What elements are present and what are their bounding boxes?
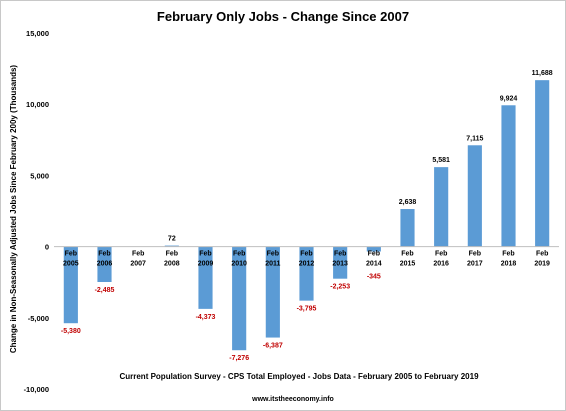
category-label: 2008 <box>164 261 180 268</box>
data-label: -5,380 <box>61 328 81 335</box>
bar <box>467 145 482 247</box>
data-label: 72 <box>168 236 176 243</box>
y-tick-label: 10,000 <box>26 100 49 109</box>
bar <box>299 246 314 301</box>
category-label: Feb <box>469 251 481 258</box>
bar <box>63 246 78 324</box>
bar <box>535 80 550 247</box>
bar <box>366 246 381 252</box>
data-label: -7,276 <box>229 355 249 362</box>
bar <box>164 245 179 247</box>
category-label: Feb <box>132 251 144 258</box>
bar <box>333 246 348 279</box>
category-label: Feb <box>98 251 110 258</box>
category-label: Feb <box>267 251 279 258</box>
y-tick-label: -10,000 <box>24 385 49 394</box>
category-label: Feb <box>166 251 178 258</box>
category-label: Feb <box>199 251 211 258</box>
y-tick-label: 5,000 <box>30 171 49 180</box>
data-label: -345 <box>367 274 381 281</box>
category-label: Feb <box>300 251 312 258</box>
data-label: 5,581 <box>432 157 450 164</box>
chart-title: February Only Jobs - Change Since 2007 <box>157 9 409 24</box>
bar <box>501 105 516 247</box>
category-label: Feb <box>368 251 380 258</box>
data-label: -3,795 <box>297 306 317 313</box>
category-label: 2019 <box>534 261 550 268</box>
bar <box>232 246 247 351</box>
data-label: 7,115 <box>466 135 483 142</box>
data-label: -2,253 <box>330 284 350 291</box>
y-axis-label: Change in Non-Seasonally Adjusted Jobs S… <box>9 65 18 354</box>
y-tick-label: 15,000 <box>26 29 49 38</box>
category-label: 2006 <box>97 261 113 268</box>
category-label: 2009 <box>198 261 214 268</box>
category-label: 2012 <box>299 261 315 268</box>
data-label: 2,638 <box>399 199 417 206</box>
category-label: Feb <box>334 251 346 258</box>
category-label: 2007 <box>130 261 146 268</box>
category-label: Feb <box>233 251 245 258</box>
bar <box>265 246 280 338</box>
category-label: 2014 <box>366 261 382 268</box>
category-label: 2005 <box>63 261 79 268</box>
y-tick-label: -5,000 <box>28 314 49 323</box>
category-label: Feb <box>435 251 447 258</box>
category-label: 2010 <box>231 261 247 268</box>
bar <box>400 209 415 247</box>
bar <box>97 246 112 282</box>
category-label: Feb <box>401 251 413 258</box>
category-label: 2011 <box>265 261 280 268</box>
footnote: Current Population Survey - CPS Total Em… <box>119 372 479 381</box>
category-label: 2013 <box>332 261 348 268</box>
category-label: Feb <box>502 251 514 258</box>
category-label: 2017 <box>467 261 483 268</box>
data-label: 11,688 <box>532 70 553 77</box>
category-label: 2015 <box>400 261 416 268</box>
category-label: Feb <box>65 251 77 258</box>
data-label: -2,485 <box>95 287 115 294</box>
data-label: 9,924 <box>500 95 518 102</box>
data-label: -4,373 <box>196 314 216 321</box>
category-label: 2018 <box>501 261 517 268</box>
category-label: 2016 <box>433 261 449 268</box>
source-url: www.itstheeconomy.info <box>251 396 334 403</box>
plot-area: -10,000 -5,000 0 5,000 10,000 15,000 Feb 2005 -5… <box>24 29 559 394</box>
category-label: Feb <box>536 251 548 258</box>
data-label: -6,387 <box>263 343 283 350</box>
y-tick-label: 0 <box>45 243 49 252</box>
bar <box>198 246 213 309</box>
bar <box>434 167 449 247</box>
